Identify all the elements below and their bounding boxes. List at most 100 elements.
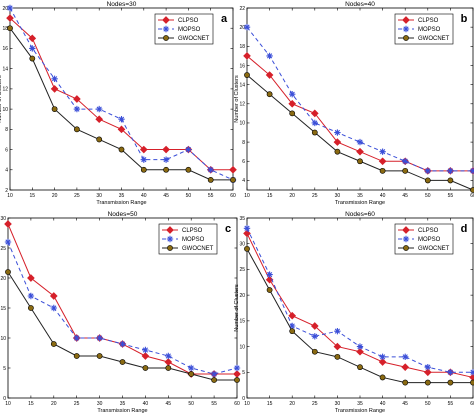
data-point <box>266 271 273 278</box>
data-point <box>266 91 273 98</box>
y-tick-label: 5 <box>3 366 6 372</box>
series-clpso <box>243 229 474 382</box>
data-point <box>356 347 364 356</box>
data-point <box>5 269 11 275</box>
data-point <box>95 115 104 124</box>
data-point <box>470 187 474 193</box>
data-point <box>96 136 103 143</box>
data-point <box>357 364 363 371</box>
x-tick-label: 35 <box>120 401 126 407</box>
data-point <box>289 328 296 335</box>
y-tick-label: 30 <box>0 216 6 222</box>
x-tick-label: 35 <box>357 193 363 199</box>
data-point <box>402 158 409 165</box>
x-tick-label: 20 <box>289 401 295 407</box>
data-point <box>29 55 36 62</box>
x-tick-label: 10 <box>244 401 250 407</box>
data-point <box>28 34 37 43</box>
data-point <box>210 370 218 378</box>
data-point <box>142 365 149 371</box>
legend-label: GWOCNET <box>182 246 214 252</box>
data-point <box>96 105 103 113</box>
y-tick-label: 8 <box>242 140 245 146</box>
x-tick-label: 60 <box>234 401 240 407</box>
y-tick-label: 10 <box>239 121 245 127</box>
y-tick-label: 4 <box>242 178 245 184</box>
x-tick-label: 45 <box>166 401 172 407</box>
data-point <box>447 369 454 376</box>
y-tick-label: 10 <box>239 344 245 350</box>
y-axis-label: Number of Clusters <box>234 75 240 123</box>
data-point <box>379 167 386 174</box>
x-tick-label: 35 <box>119 193 125 199</box>
data-point <box>424 363 431 371</box>
data-point <box>356 138 364 146</box>
data-point <box>50 341 57 347</box>
data-point <box>334 148 341 155</box>
data-point <box>311 119 318 127</box>
data-point <box>162 145 170 154</box>
y-tick-label: 18 <box>2 26 8 32</box>
data-point <box>310 109 319 118</box>
chart-panel-a: Nodes=30 a 10 15 20 25 30 35 40 45 50 55 60 2 4 6 8 10 12 1… <box>0 1 237 206</box>
x-tick-label: 20 <box>289 193 295 199</box>
series-mopso <box>243 225 474 376</box>
data-point <box>310 322 319 330</box>
y-tick-label: 0 <box>242 396 245 402</box>
data-point <box>469 167 474 175</box>
legend-marker <box>162 25 170 33</box>
data-point <box>117 125 126 134</box>
data-point <box>266 52 273 60</box>
data-point <box>289 322 296 330</box>
y-tick-label: 25 <box>0 246 6 252</box>
y-tick-label: 14 <box>2 66 8 72</box>
x-tick-label: 50 <box>425 193 431 199</box>
x-tick-label: 60 <box>230 193 236 199</box>
data-point <box>288 311 297 320</box>
y-tick-label: 16 <box>2 46 8 52</box>
data-point <box>447 167 454 175</box>
data-point <box>29 45 36 52</box>
x-tick-label: 30 <box>97 401 103 407</box>
x-axis-label: Transmission Range <box>97 408 147 414</box>
data-point <box>311 129 318 136</box>
y-tick-label: 4 <box>5 168 8 174</box>
data-point <box>51 75 58 82</box>
x-tick-label: 50 <box>186 193 192 199</box>
y-tick-label: 12 <box>2 87 8 93</box>
data-point <box>423 368 432 377</box>
data-point <box>119 340 126 348</box>
legend-label: MOPSO <box>418 27 441 33</box>
data-point <box>118 116 125 123</box>
x-tick-label: 60 <box>470 193 474 199</box>
legend-label: GWOCNET <box>418 246 450 252</box>
x-tick-label: 30 <box>335 401 341 407</box>
x-axis-label: Transmission Range <box>335 200 385 206</box>
y-tick-label: 18 <box>239 44 245 50</box>
data-point <box>289 91 296 98</box>
legend-label: MOPSO <box>418 237 441 243</box>
x-tick-label: 40 <box>141 193 147 199</box>
data-point <box>379 353 386 361</box>
data-point <box>233 364 241 372</box>
data-point <box>49 292 58 300</box>
y-tick-label: 20 <box>239 293 245 299</box>
x-tick-label: 30 <box>335 193 341 199</box>
data-point <box>402 379 409 386</box>
series-gwocnet <box>7 25 236 183</box>
data-point <box>244 245 250 252</box>
legend-marker <box>162 16 170 24</box>
legend-marker <box>163 35 169 41</box>
data-point <box>50 85 59 93</box>
legend-label: MOPSO <box>182 237 205 243</box>
panel-letter: b <box>461 13 468 25</box>
data-point <box>333 342 342 351</box>
data-point <box>73 105 81 113</box>
data-point <box>118 146 125 153</box>
x-tick-label: 40 <box>143 401 149 407</box>
series-mopso <box>243 23 474 175</box>
data-point <box>470 379 474 386</box>
data-point <box>311 333 318 340</box>
x-tick-label: 10 <box>5 401 11 407</box>
